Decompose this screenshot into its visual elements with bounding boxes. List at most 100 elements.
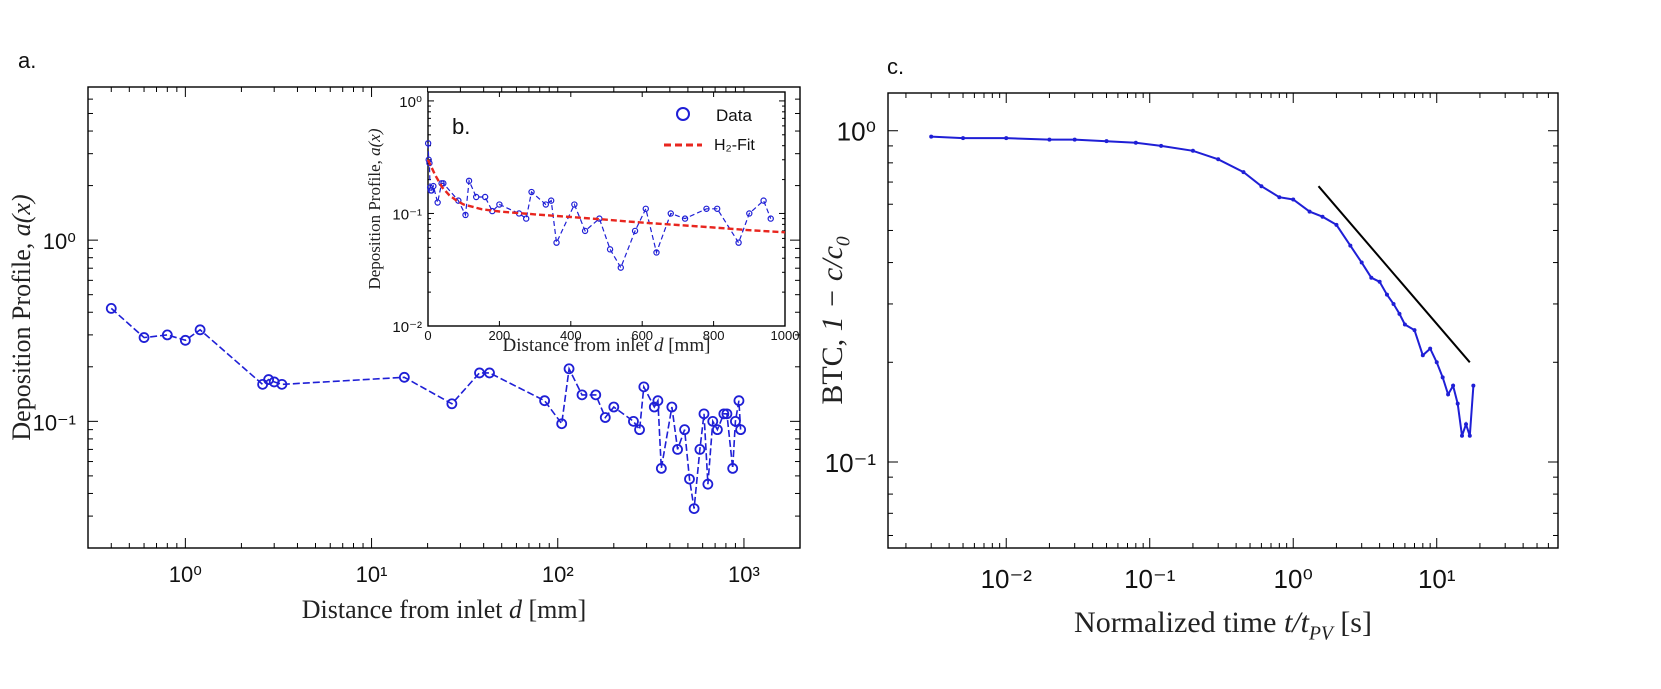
data-point xyxy=(1291,197,1296,202)
x-tick-label: 10⁻¹ xyxy=(1124,564,1176,594)
data-point xyxy=(617,264,624,271)
data-point xyxy=(667,210,674,217)
x-tick-label: 10⁰ xyxy=(1274,564,1313,594)
data-point xyxy=(733,395,745,407)
data-point xyxy=(547,197,555,204)
data-point xyxy=(681,215,689,222)
x-axis-label-part: Distance from inlet xyxy=(302,595,509,624)
y-tick-label: 10⁻² xyxy=(392,319,422,336)
x-axis-label: Normalized time t/tPV [s] xyxy=(1074,606,1372,645)
y-axis-label: Deposition Profile, a(x) xyxy=(365,128,384,289)
data-point xyxy=(462,211,469,219)
data-point xyxy=(1348,243,1353,248)
data-point xyxy=(638,381,650,393)
data-point xyxy=(1391,301,1396,306)
data-point xyxy=(1320,214,1325,219)
data-point xyxy=(179,334,191,346)
data-point xyxy=(472,193,480,201)
y-axis-label-part: 0 xyxy=(834,236,855,246)
x-tick-label: 0 xyxy=(424,328,431,343)
data-point xyxy=(484,367,495,379)
x-axis-label-part: [mm] xyxy=(522,595,586,624)
x-axis-label-part: d xyxy=(509,595,523,624)
y-tick-label: 10⁻¹ xyxy=(33,410,76,435)
data-point xyxy=(539,395,551,407)
data-point xyxy=(556,418,568,430)
data-point xyxy=(571,201,578,208)
data-point xyxy=(1241,170,1246,175)
data-point xyxy=(1446,392,1451,397)
y-axis-label-part: Deposition Profile, xyxy=(7,236,36,440)
data-point xyxy=(767,215,774,222)
data-point xyxy=(1420,353,1425,358)
legend-fit-label: H₂-Fit xyxy=(714,137,755,154)
data-point xyxy=(1377,279,1382,284)
y-axis-label: BTC, 1 − c/c0 xyxy=(816,236,855,405)
y-axis-label-part: a(x) xyxy=(7,194,36,236)
data-point xyxy=(634,424,645,436)
data-point xyxy=(542,201,550,208)
panel-c: c. 10⁻² 10⁻¹ 10⁰ 10¹ 10⁻¹ 10⁰ Normalized time t… xyxy=(816,54,1559,645)
x-tick-label: 10¹ xyxy=(356,562,388,587)
data-point xyxy=(1004,136,1009,141)
data-point xyxy=(481,193,489,201)
data-point xyxy=(698,408,710,420)
panel-c-axes xyxy=(887,92,1559,549)
y-tick-label: 10⁰ xyxy=(837,117,876,147)
x-tick-label: 10⁰ xyxy=(169,562,202,587)
data-point xyxy=(1412,328,1417,333)
legend-data-marker xyxy=(676,107,690,121)
series-line-fit xyxy=(426,159,786,234)
data-point xyxy=(608,401,620,413)
x-axis-label-part: d xyxy=(654,335,664,356)
data-point xyxy=(194,324,206,336)
data-point xyxy=(581,227,589,235)
y-tick-label: 10⁻¹ xyxy=(825,448,877,478)
data-point xyxy=(446,398,458,410)
x-tick-label: 10² xyxy=(542,562,574,587)
data-point xyxy=(161,329,173,341)
panel-b-label: b. xyxy=(452,114,470,139)
y-axis-label-part: a(x) xyxy=(365,128,384,156)
data-point xyxy=(746,210,753,217)
power-law-guide-line xyxy=(1317,185,1471,363)
data-point xyxy=(703,205,710,212)
data-point xyxy=(576,389,588,401)
data-point xyxy=(1104,139,1109,144)
data-point xyxy=(528,188,535,196)
data-point xyxy=(631,227,639,235)
x-axis-label-part: PV xyxy=(1308,624,1335,645)
data-point xyxy=(1307,209,1312,214)
data-point xyxy=(424,140,432,147)
data-point xyxy=(522,215,530,222)
data-point xyxy=(465,177,473,185)
x-tick-label: 200 xyxy=(489,328,511,343)
data-point xyxy=(276,378,288,390)
data-point xyxy=(1428,346,1433,351)
data-point xyxy=(553,239,560,246)
y-tick-label: 10⁻¹ xyxy=(392,206,422,223)
data-point xyxy=(599,412,611,423)
data-point xyxy=(718,408,730,420)
data-point xyxy=(653,249,660,256)
data-point xyxy=(655,462,667,474)
data-point xyxy=(688,503,700,514)
x-axis-label-part: [mm] xyxy=(663,335,710,356)
x-tick-label: 10³ xyxy=(728,562,760,587)
data-point xyxy=(666,401,678,413)
data-point xyxy=(727,462,739,474)
data-point xyxy=(105,303,117,314)
x-tick-label: 1000 xyxy=(771,328,800,343)
data-point xyxy=(652,395,664,407)
data-point xyxy=(1459,433,1464,438)
data-point xyxy=(1334,222,1339,227)
data-point xyxy=(1451,383,1456,388)
y-axis-label-part: 1 − c/c xyxy=(816,246,849,331)
data-point xyxy=(590,389,602,401)
y-tick-label: 10⁰ xyxy=(399,94,422,111)
data-point xyxy=(1434,360,1439,365)
data-point xyxy=(440,180,447,187)
x-axis-label-part: [s] xyxy=(1333,606,1372,639)
data-point xyxy=(1402,322,1407,327)
